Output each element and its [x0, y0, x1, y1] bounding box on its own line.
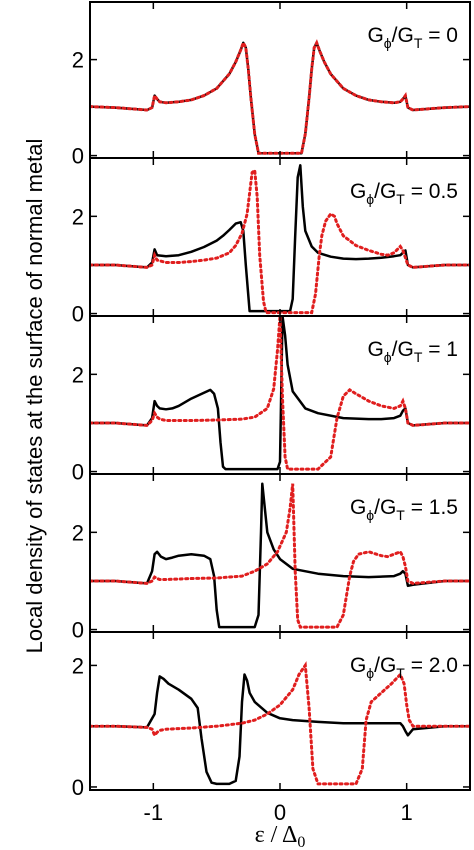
panel-5-y-tick-label-2: 2: [72, 653, 84, 678]
panel-5: 0 2 Gϕ/GT = 2.0: [72, 631, 471, 800]
panel-3-y-tick-label-2: 2: [72, 362, 84, 387]
panel-3-red-dotted-curve: [90, 316, 470, 471]
panel-4-y-tick-label-0: 0: [72, 618, 84, 643]
panel-5-y-tick-label-0: 0: [72, 775, 84, 800]
panel-3: 0 2 Gϕ/GT = 1: [72, 315, 471, 485]
x-axis-label-slash: /: [265, 822, 282, 848]
panel-1-parameter-label: Gϕ/GT = 0: [367, 24, 458, 51]
panel-4-parameter-label: Gϕ/GT = 1.5: [350, 496, 458, 523]
panel-1-red-dotted-curve: [90, 39, 470, 155]
panel-1-y-tick-label-0: 0: [72, 144, 84, 169]
x-tick-label-1: 1: [401, 800, 413, 825]
panel-2-parameter-label: Gϕ/GT = 0.5: [350, 180, 458, 207]
panel-1: 0 2 Gϕ/GT = 0: [72, 1, 471, 169]
y-axis-label: Local density of states at the surface o…: [22, 139, 47, 654]
x-tick-label-0: 0: [274, 800, 286, 825]
panel-2: 0 2 Gϕ/GT = 0.5: [72, 157, 471, 327]
panel-5-parameter-label: Gϕ/GT = 2.0: [350, 654, 458, 681]
x-axis-label: ε / Δ0: [255, 822, 306, 850]
panel-3-parameter-label: Gϕ/GT = 1: [367, 338, 458, 365]
panels-group: 0 2 Gϕ/GT = 0 0 2 Gϕ/GT = 0.5 0 2 Gϕ/GT = 1 0 2 Gϕ/…: [72, 1, 471, 825]
panel-5-red-dotted-curve: [90, 661, 470, 786]
panel-4-red-dotted-curve: [90, 483, 470, 629]
x-tick-label--1: -1: [144, 800, 164, 825]
x-axis-label-epsilon: ε: [255, 822, 265, 848]
panel-3-y-tick-label-0: 0: [72, 460, 84, 485]
panel-3-black-solid-curve: [90, 316, 470, 471]
panel-4: 0 2 Gϕ/GT = 1.5: [72, 473, 471, 643]
panel-2-y-tick-label-2: 2: [72, 204, 84, 229]
panel-2-y-tick-label-0: 0: [72, 302, 84, 327]
panel-4-y-tick-label-2: 2: [72, 520, 84, 545]
x-axis-label-delta: Δ: [282, 822, 297, 848]
panel-4-black-solid-curve: [90, 482, 470, 629]
panel-5-black-solid-curve: [90, 673, 470, 786]
x-axis-label-subscript: 0: [297, 834, 305, 850]
panel-1-black-solid-curve: [90, 41, 470, 155]
panel-1-y-tick-label-2: 2: [72, 48, 84, 73]
